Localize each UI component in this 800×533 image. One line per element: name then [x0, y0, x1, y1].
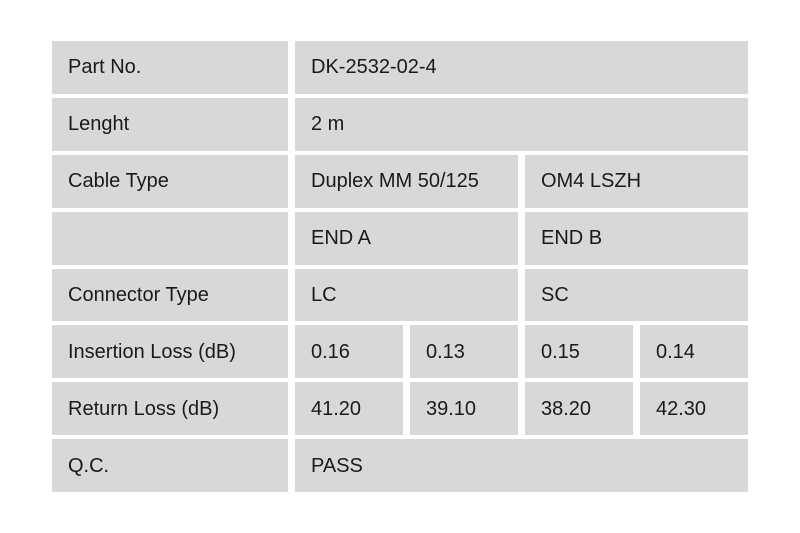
row-value-return-loss-3: 42.30 [640, 382, 748, 436]
spec-table: Part No. DK-2532-02-4 Lenght 2 m Cable Type D… [52, 41, 748, 492]
row-value-connector-type-0: LC [295, 268, 518, 322]
row-value-part-no-0: DK-2532-02-4 [295, 41, 748, 94]
row-value-end-header-1: END B [525, 211, 748, 265]
row-value-insertion-loss-0: 0.16 [295, 325, 403, 379]
row-label-return-loss: Return Loss (dB) [52, 382, 288, 436]
row-value-cable-type-0: Duplex MM 50/125 [295, 154, 518, 208]
row-label-connector-type: Connector Type [52, 268, 288, 322]
row-value-connector-type-1: SC [525, 268, 748, 322]
row-value-insertion-loss-3: 0.14 [640, 325, 748, 379]
row-label-part-no: Part No. [52, 41, 288, 94]
row-value-cable-type-1: OM4 LSZH [525, 154, 748, 208]
row-value-return-loss-1: 39.10 [410, 382, 518, 436]
row-value-end-header-0: END A [295, 211, 518, 265]
row-label-cable-type: Cable Type [52, 154, 288, 208]
row-value-return-loss-2: 38.20 [525, 382, 633, 436]
row-label-length: Lenght [52, 97, 288, 151]
row-label-insertion-loss: Insertion Loss (dB) [52, 325, 288, 379]
row-value-insertion-loss-2: 0.15 [525, 325, 633, 379]
row-value-length-0: 2 m [295, 97, 748, 151]
row-value-return-loss-0: 41.20 [295, 382, 403, 436]
row-label-qc: Q.C. [52, 439, 288, 492]
row-value-insertion-loss-1: 0.13 [410, 325, 518, 379]
row-value-qc-0: PASS [295, 439, 748, 492]
row-label-end-header [52, 211, 288, 265]
